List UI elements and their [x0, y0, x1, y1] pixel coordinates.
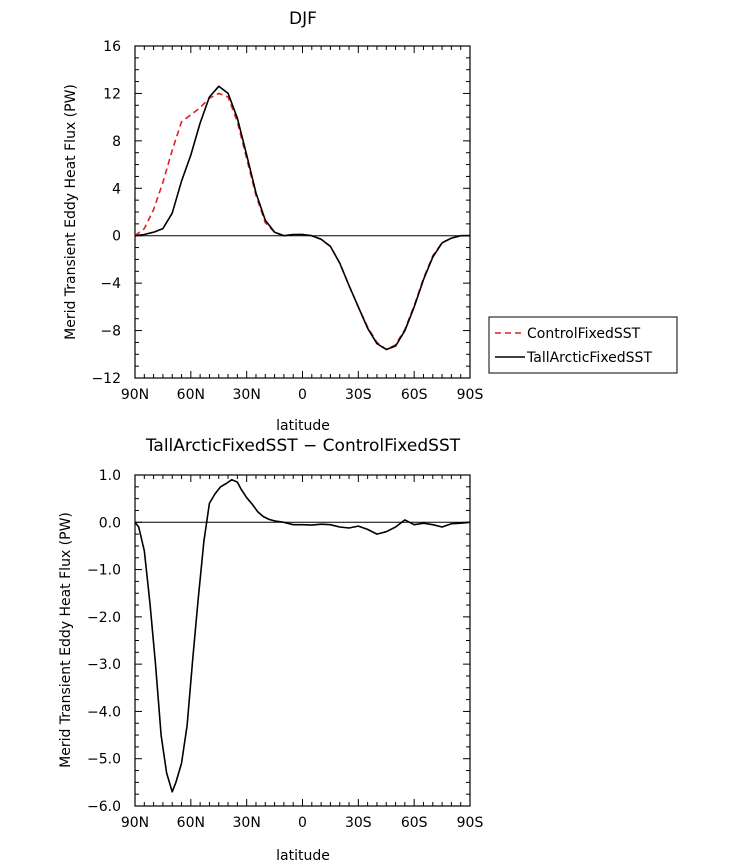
x-axis-label: latitude [276, 848, 330, 864]
legend-box [488, 316, 678, 374]
y-tick-label: 8 [112, 134, 121, 150]
y-axis-label: Merid Transient Eddy Heat Flux (PW) [58, 512, 74, 768]
y-tick-label: −4.0 [87, 704, 121, 720]
x-tick-label: 30N [233, 815, 261, 831]
x-tick-label: 60N [177, 387, 205, 403]
x-tick-label: 30S [345, 387, 372, 403]
x-tick-label: 60N [177, 815, 205, 831]
x-tick-label: 60S [401, 387, 428, 403]
plot-frame [134, 45, 471, 379]
series-line-tallarcticfixedsst [134, 85, 470, 351]
x-tick-label: 90S [457, 815, 484, 831]
y-tick-label: 0.0 [99, 515, 121, 531]
panel-difference: TallArcticFixedSST − ControlFixedSST lat… [58, 436, 483, 864]
series-line-difference [134, 478, 471, 793]
x-tick-label: 0 [298, 387, 307, 403]
y-tick-label: 0 [112, 229, 121, 245]
legend-label: TallArcticFixedSST [526, 350, 652, 366]
x-axis-label: latitude [276, 418, 330, 434]
y-tick-label: −3.0 [87, 657, 121, 673]
x-tick-label: 90S [457, 387, 484, 403]
y-tick-label: −12 [91, 371, 121, 387]
panel-djf: DJF latitude Merid Transient Eddy Heat F… [63, 9, 678, 434]
y-tick-label: 16 [103, 39, 121, 55]
y-tick-label: −1.0 [87, 563, 121, 579]
y-tick-label: −8 [100, 324, 121, 340]
x-tick-label: 90N [121, 815, 149, 831]
y-tick-label: 4 [112, 181, 121, 197]
series-line-controlfixedsst [134, 92, 470, 351]
x-tick-label: 30S [345, 815, 372, 831]
y-tick-label: −4 [100, 276, 121, 292]
x-tick-label: 30N [233, 387, 261, 403]
x-tick-label: 90N [121, 387, 149, 403]
x-tick-label: 60S [401, 815, 428, 831]
y-axis-label: Merid Transient Eddy Heat Flux (PW) [63, 84, 79, 340]
chart-title: DJF [289, 9, 317, 29]
y-tick-label: −5.0 [87, 752, 121, 768]
x-tick-label: 0 [298, 815, 307, 831]
y-tick-label: 12 [103, 86, 121, 102]
chart-title: TallArcticFixedSST − ControlFixedSST [145, 436, 461, 456]
y-tick-label: −6.0 [87, 799, 121, 815]
y-tick-label: 1.0 [99, 468, 121, 484]
legend-label: ControlFixedSST [527, 326, 641, 342]
y-tick-label: −2.0 [87, 610, 121, 626]
